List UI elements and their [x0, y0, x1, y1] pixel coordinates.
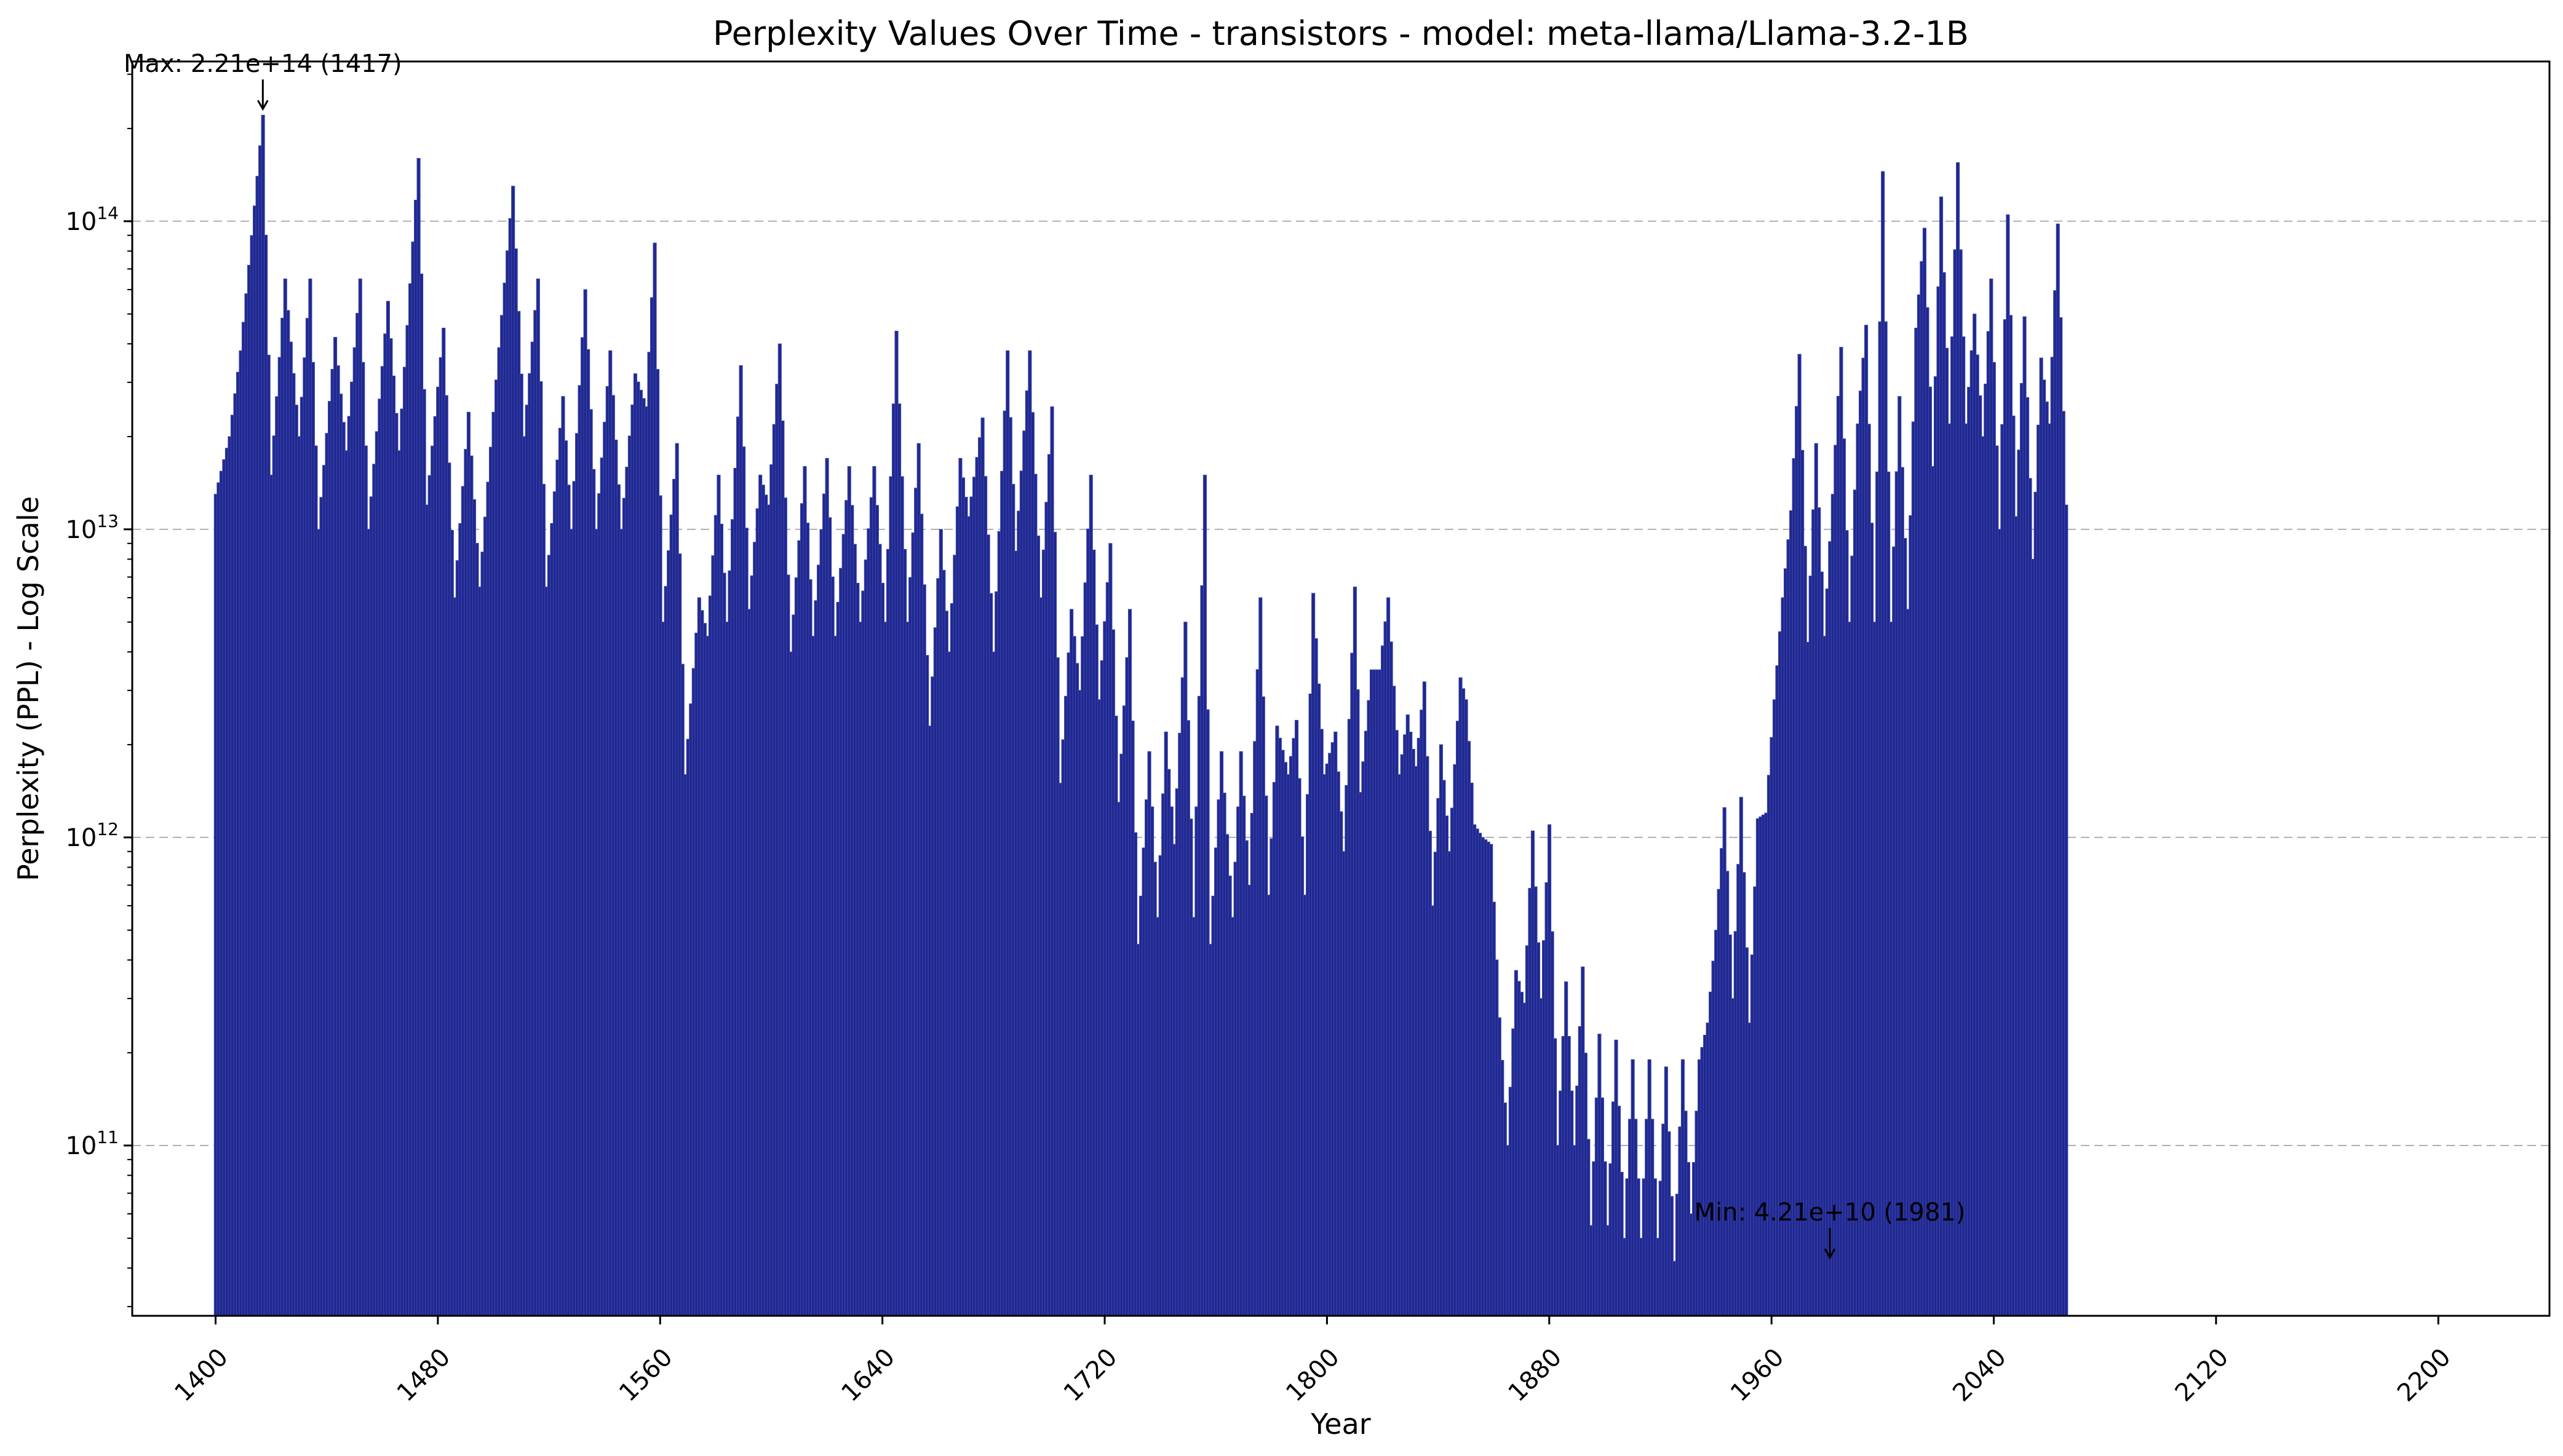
plot-frame — [131, 60, 2551, 1317]
y-tick-label: 1014 — [65, 203, 119, 236]
x-axis-label: Year — [1310, 1407, 1370, 1441]
y-tick-label: 1011 — [65, 1127, 119, 1160]
max-arrow-head — [257, 100, 269, 111]
min-arrow-head — [1824, 1248, 1836, 1260]
annotations-layer: Max: 2.21e+14 (1417) Min: 4.21e+10 (1981) — [124, 50, 1966, 1260]
bars-layer — [213, 114, 2068, 1316]
y-tick-label: 1012 — [65, 819, 119, 852]
bar — [2064, 504, 2068, 1316]
max-annotation-label: Max: 2.21e+14 (1417) — [124, 50, 402, 78]
chart-title: Perplexity Values Over Time - transistor… — [713, 14, 1969, 53]
y-axis-label: Perplexity (PPL) - Log Scale — [12, 496, 45, 881]
y-tick-label: 1013 — [65, 511, 119, 544]
min-annotation-label: Min: 4.21e+10 (1981) — [1695, 1198, 1966, 1227]
